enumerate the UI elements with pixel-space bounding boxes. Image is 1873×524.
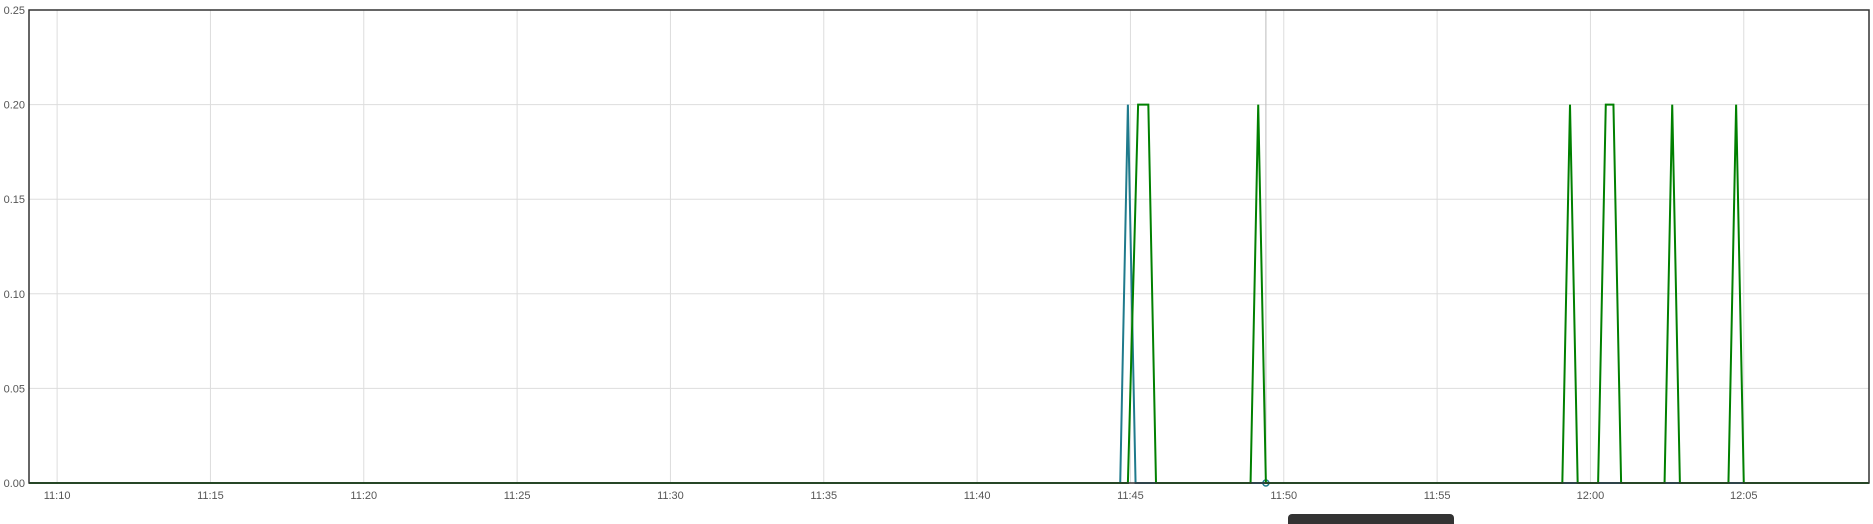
grid <box>29 9 1869 484</box>
y-tick-label: 0.10 <box>4 289 25 301</box>
x-tick-label: 11:45 <box>1117 490 1144 502</box>
y-tick-label: 0.05 <box>4 383 25 395</box>
x-tick-label: 11:35 <box>810 490 837 502</box>
x-tick-label: 11:25 <box>504 490 531 502</box>
x-tick-label: 11:30 <box>657 490 684 502</box>
x-tick-label: 11:10 <box>44 490 71 502</box>
y-tick-label: 0.15 <box>4 194 25 206</box>
x-tick-label: 11:40 <box>964 490 991 502</box>
plot-frame <box>28 9 1870 484</box>
y-tick-label: 0.25 <box>4 5 25 17</box>
x-tick-label: 11:15 <box>197 490 224 502</box>
x-tick-label: 12:00 <box>1577 490 1605 502</box>
axis-labels: 11:10 11:15 11:20 11:25 11:30 11:35 11:40 11:45… <box>4 5 1758 502</box>
tooltip <box>1288 514 1454 524</box>
x-tick-label: 12:05 <box>1730 490 1758 502</box>
y-tick-label: 0.20 <box>4 100 25 112</box>
y-tick-label: 0.00 <box>4 478 25 490</box>
x-tick-label: 11:20 <box>350 490 377 502</box>
x-tick-label: 11:50 <box>1270 490 1297 502</box>
x-tick-label: 11:55 <box>1424 490 1451 502</box>
